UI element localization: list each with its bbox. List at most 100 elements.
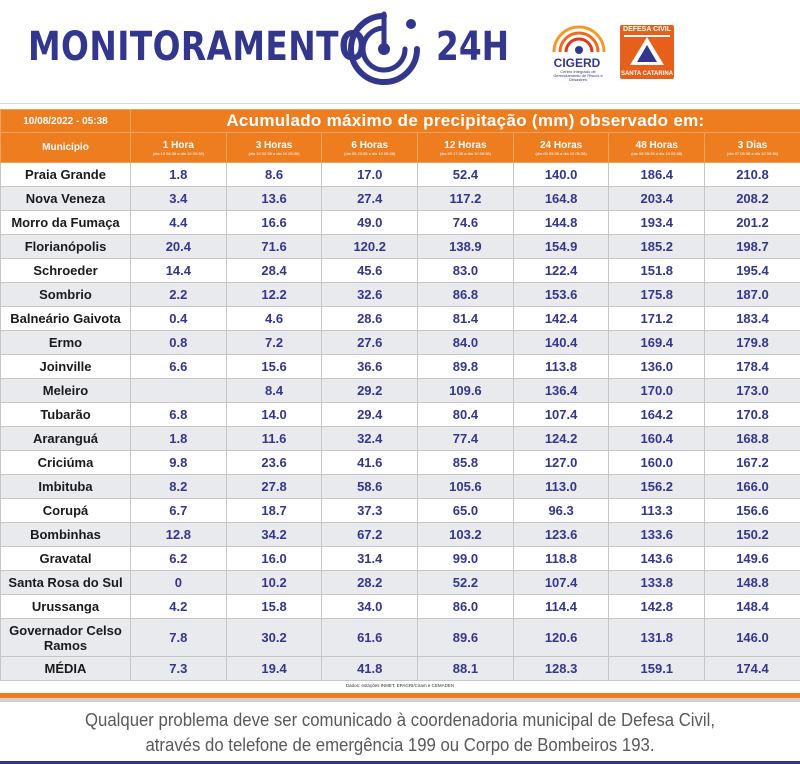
precipitation-value: 45.6 xyxy=(321,258,419,283)
precipitation-value: 118.8 xyxy=(512,546,610,571)
precipitation-value: 81.4 xyxy=(417,306,514,331)
precipitation-value: 28.2 xyxy=(321,570,419,595)
precipitation-value: 178.4 xyxy=(704,354,800,379)
precipitation-value: 138.9 xyxy=(417,234,514,259)
column-header-period: 3 Dias (dia 07 05:38 a dia 10 05:38) xyxy=(704,132,800,163)
precipitation-value: 127.0 xyxy=(512,450,610,475)
precipitation-value: 156.2 xyxy=(608,474,706,499)
report-timestamp: 10/08/2022 - 05:38 xyxy=(0,109,131,133)
average-row: MÉDIA 7.3 19.4 41.8 88.1 128.3 159.1 174.4 xyxy=(0,656,800,681)
precipitation-value: 31.4 xyxy=(321,546,419,571)
table-row: Morro da Fumaça 4.4 16.6 49.0 74.6 144.8 193.4… xyxy=(0,210,800,235)
precipitation-value: 153.6 xyxy=(512,282,610,307)
precipitation-value: 168.8 xyxy=(704,426,800,451)
precipitation-value: 171.2 xyxy=(608,306,706,331)
table-row: Schroeder 14.4 28.4 45.6 83.0 122.4 151.8 195.4 xyxy=(0,258,800,283)
precipitation-value: 74.6 xyxy=(417,210,514,235)
precipitation-value: 122.4 xyxy=(512,258,610,283)
precipitation-value: 6.2 xyxy=(130,546,227,571)
municipio-cell: Imbituba xyxy=(0,474,131,499)
municipio-cell: Florianópolis xyxy=(0,234,131,259)
municipio-cell: Morro da Fumaça xyxy=(0,210,131,235)
precipitation-value: 187.0 xyxy=(704,282,800,307)
precipitation-value xyxy=(130,378,227,403)
column-period-range: (dia 10 04:38 a dia 10 05:38) xyxy=(152,150,204,156)
precipitation-value: 140.4 xyxy=(512,330,610,355)
page-header: MONITORAMENTO 24H CIGERD Centro Integrad… xyxy=(0,0,800,104)
precipitation-value: 160.4 xyxy=(608,426,706,451)
table-row: Praia Grande 1.8 8.6 17.0 52.4 140.0 186.4 210.… xyxy=(0,162,800,187)
precipitation-value: 8.4 xyxy=(225,378,323,403)
cigerd-signal-icon xyxy=(552,25,606,54)
footer-notice-line2: através do telefone de emergência 199 ou… xyxy=(145,735,655,755)
precipitation-value: 9.8 xyxy=(130,450,227,475)
precipitation-value: 36.6 xyxy=(321,354,419,379)
precipitation-value: 86.0 xyxy=(417,594,514,619)
precipitation-value: 20.4 xyxy=(130,234,227,259)
precipitation-value: 142.4 xyxy=(512,306,610,331)
precipitation-value: 103.2 xyxy=(417,522,514,547)
municipio-cell: Joinville xyxy=(0,354,131,379)
precipitation-value: 109.6 xyxy=(417,378,514,403)
precipitation-value: 32.4 xyxy=(321,426,419,451)
precipitation-value: 4.6 xyxy=(225,306,323,331)
municipio-cell: Governador Celso Ramos xyxy=(0,618,131,657)
municipio-cell: Ermo xyxy=(0,330,131,355)
page-title-suffix: 24H xyxy=(436,24,510,70)
precipitation-value: 34.0 xyxy=(321,594,419,619)
precipitation-value: 30.2 xyxy=(225,618,323,657)
table-row: Santa Rosa do Sul 0 10.2 28.2 52.2 107.4 133.8… xyxy=(0,570,800,595)
precipitation-value: 148.8 xyxy=(704,570,800,595)
precipitation-value: 13.6 xyxy=(225,186,323,211)
precipitation-value: 185.2 xyxy=(608,234,706,259)
municipio-cell: Santa Rosa do Sul xyxy=(0,570,131,595)
column-period-label: 1 Hora xyxy=(162,139,194,151)
precipitation-value: 179.8 xyxy=(704,330,800,355)
precipitation-value: 170.0 xyxy=(608,378,706,403)
precipitation-value: 17.0 xyxy=(321,162,419,187)
municipio-cell: Tubarão xyxy=(0,402,131,427)
precipitation-value: 133.6 xyxy=(608,522,706,547)
table-row: Ermo 0.8 7.2 27.6 84.0 140.4 169.4 179.8 xyxy=(0,330,800,355)
precipitation-value: 148.4 xyxy=(704,594,800,619)
column-period-range: (dia 08 05:38 a dia 10 05:38) xyxy=(631,150,683,156)
column-header-period: 12 Horas (dia 09 17:38 a dia 10 05:38) xyxy=(417,132,514,163)
column-header-period: 24 Horas (dia 09 05:38 a dia 10 05:38) xyxy=(512,132,610,163)
column-header-period: 48 Horas (dia 08 05:38 a dia 10 05:38) xyxy=(608,132,706,163)
precipitation-value: 2.2 xyxy=(130,282,227,307)
municipio-cell: Corupá xyxy=(0,498,131,523)
column-period-label: 12 Horas xyxy=(444,139,487,151)
table-title-row: 10/08/2022 - 05:38 Acumulado máximo de p… xyxy=(0,109,800,133)
precipitation-value: 198.7 xyxy=(704,234,800,259)
monitoring-radar-icon xyxy=(348,11,420,85)
precipitation-value: 6.7 xyxy=(130,498,227,523)
precipitation-value: 11.6 xyxy=(225,426,323,451)
column-header-row: Município 1 Hora (dia 10 04:38 a dia 10 0… xyxy=(0,132,800,163)
table-title: Acumulado máximo de precipitação (mm) ob… xyxy=(130,109,800,133)
precipitation-value: 10.2 xyxy=(225,570,323,595)
precipitation-value: 167.2 xyxy=(704,450,800,475)
precipitation-value: 136.4 xyxy=(512,378,610,403)
precipitation-value: 1.8 xyxy=(130,162,227,187)
cigerd-logo-text: CIGERD xyxy=(553,56,601,70)
column-header-period: 3 Horas (dia 10 02:38 a dia 10 05:38) xyxy=(225,132,323,163)
table-row: Florianópolis 20.4 71.6 120.2 138.9 154.9 185.… xyxy=(0,234,800,259)
precipitation-value: 34.2 xyxy=(225,522,323,547)
precipitation-value: 154.9 xyxy=(512,234,610,259)
footer-bar xyxy=(0,761,800,764)
precipitation-value: 29.4 xyxy=(321,402,419,427)
precipitation-value: 84.0 xyxy=(417,330,514,355)
precipitation-value: 186.4 xyxy=(608,162,706,187)
table-row: Governador Celso Ramos 7.8 30.2 61.6 89.6 120… xyxy=(0,618,800,657)
precipitation-value: 4.4 xyxy=(130,210,227,235)
precipitation-value: 120.6 xyxy=(512,618,610,657)
precipitation-value: 6.8 xyxy=(130,402,227,427)
precipitation-value: 80.4 xyxy=(417,402,514,427)
precipitation-value: 89.6 xyxy=(417,618,514,657)
precipitation-value: 201.2 xyxy=(704,210,800,235)
precipitation-value: 120.2 xyxy=(321,234,419,259)
precipitation-value: 96.3 xyxy=(512,498,610,523)
precipitation-value: 32.6 xyxy=(321,282,419,307)
precipitation-value: 15.8 xyxy=(225,594,323,619)
municipio-cell: Nova Veneza xyxy=(0,186,131,211)
